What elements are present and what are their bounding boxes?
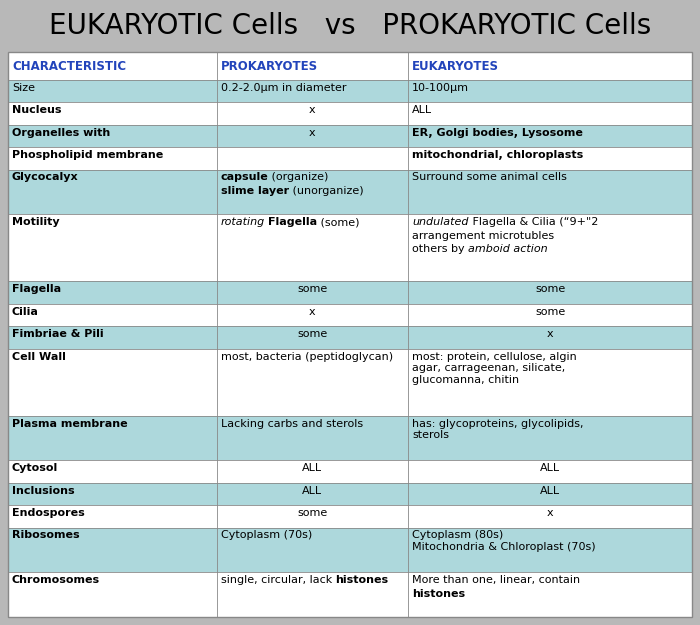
Text: ALL: ALL: [412, 106, 433, 116]
Text: some: some: [298, 329, 328, 339]
Text: Fimbriae & Pili: Fimbriae & Pili: [12, 329, 104, 339]
Text: EUKARYOTIC Cells   vs   PROKARYOTIC Cells: EUKARYOTIC Cells vs PROKARYOTIC Cells: [49, 12, 651, 40]
Text: Ribosomes: Ribosomes: [12, 531, 80, 541]
Text: PROKARYOTES: PROKARYOTES: [220, 59, 318, 72]
Text: x: x: [547, 508, 554, 518]
Text: capsule: capsule: [220, 173, 268, 182]
Text: undulated: undulated: [412, 217, 468, 227]
Text: Nucleus: Nucleus: [12, 106, 62, 116]
Bar: [8, 349, 692, 416]
Text: ALL: ALL: [540, 486, 560, 496]
Text: Organelles with: Organelles with: [12, 127, 111, 138]
Text: Plasma membrane: Plasma membrane: [12, 419, 127, 429]
Text: 0.2-2.0μm in diameter: 0.2-2.0μm in diameter: [220, 83, 346, 93]
Text: others by: others by: [412, 244, 468, 254]
Text: 10-100μm: 10-100μm: [412, 83, 469, 93]
Text: Lacking carbs and sterols: Lacking carbs and sterols: [220, 419, 363, 429]
Text: some: some: [298, 284, 328, 294]
Text: most, bacteria (peptidoglycan): most, bacteria (peptidoglycan): [220, 351, 393, 361]
Bar: [8, 505, 692, 528]
Bar: [8, 304, 692, 326]
Bar: [8, 281, 692, 304]
Text: histones: histones: [412, 589, 466, 599]
Bar: [8, 169, 692, 214]
Bar: [8, 147, 692, 169]
Text: rotating: rotating: [220, 217, 265, 227]
Text: Size: Size: [12, 83, 35, 93]
Bar: [8, 102, 692, 125]
Text: (some): (some): [318, 217, 360, 227]
Bar: [8, 482, 692, 505]
Bar: [8, 416, 692, 461]
Text: Surround some animal cells: Surround some animal cells: [412, 173, 567, 182]
Bar: [8, 214, 692, 281]
Bar: [8, 125, 692, 147]
Text: some: some: [535, 284, 565, 294]
Text: Glycocalyx: Glycocalyx: [12, 173, 78, 182]
Text: Motility: Motility: [12, 217, 60, 227]
Bar: [8, 326, 692, 349]
Text: x: x: [309, 106, 316, 116]
Text: (unorganize): (unorganize): [288, 186, 363, 196]
Text: ALL: ALL: [540, 463, 560, 473]
Text: CHARACTERISTIC: CHARACTERISTIC: [12, 59, 126, 72]
Bar: [8, 80, 692, 102]
Text: has: glycoproteins, glycolipids,
sterols: has: glycoproteins, glycolipids, sterols: [412, 419, 584, 440]
Text: amboid action: amboid action: [468, 244, 548, 254]
Text: Endospores: Endospores: [12, 508, 85, 518]
Text: single, circular, lack: single, circular, lack: [220, 575, 335, 585]
Text: Phospholipid membrane: Phospholipid membrane: [12, 150, 163, 160]
Text: mitochondrial, chloroplasts: mitochondrial, chloroplasts: [412, 150, 583, 160]
Text: x: x: [309, 307, 316, 317]
Text: some: some: [298, 508, 328, 518]
Text: most: protein, cellulose, algin
agar, carrageenan, silicate,
glucomanna, chitin: most: protein, cellulose, algin agar, ca…: [412, 351, 577, 385]
Text: Inclusions: Inclusions: [12, 486, 75, 496]
Text: EUKARYOTES: EUKARYOTES: [412, 59, 499, 72]
Text: Flagella & Cilia (“9+"2: Flagella & Cilia (“9+"2: [468, 217, 598, 227]
Bar: [8, 572, 692, 617]
Text: histones: histones: [335, 575, 389, 585]
Text: ALL: ALL: [302, 486, 323, 496]
Text: ER, Golgi bodies, Lysosome: ER, Golgi bodies, Lysosome: [412, 127, 583, 138]
Text: x: x: [547, 329, 554, 339]
Text: Cell Wall: Cell Wall: [12, 351, 66, 361]
Text: Cytoplasm (70s): Cytoplasm (70s): [220, 531, 312, 541]
Bar: [8, 52, 692, 80]
Bar: [8, 461, 692, 482]
Text: Flagella: Flagella: [12, 284, 61, 294]
Text: Cytosol: Cytosol: [12, 463, 58, 473]
Text: arrangement microtubles: arrangement microtubles: [412, 231, 554, 241]
Text: x: x: [309, 127, 316, 138]
Text: Cytoplasm (80s)
Mitochondria & Chloroplast (70s): Cytoplasm (80s) Mitochondria & Chloropla…: [412, 531, 596, 552]
Bar: [8, 528, 692, 572]
Text: slime layer: slime layer: [220, 186, 288, 196]
Text: Chromosomes: Chromosomes: [12, 575, 100, 585]
Text: Flagella: Flagella: [268, 217, 318, 227]
Text: Cilia: Cilia: [12, 307, 39, 317]
Text: More than one, linear, contain: More than one, linear, contain: [412, 575, 580, 585]
Text: some: some: [535, 307, 565, 317]
Text: ALL: ALL: [302, 463, 323, 473]
Text: (organize): (organize): [268, 173, 329, 182]
